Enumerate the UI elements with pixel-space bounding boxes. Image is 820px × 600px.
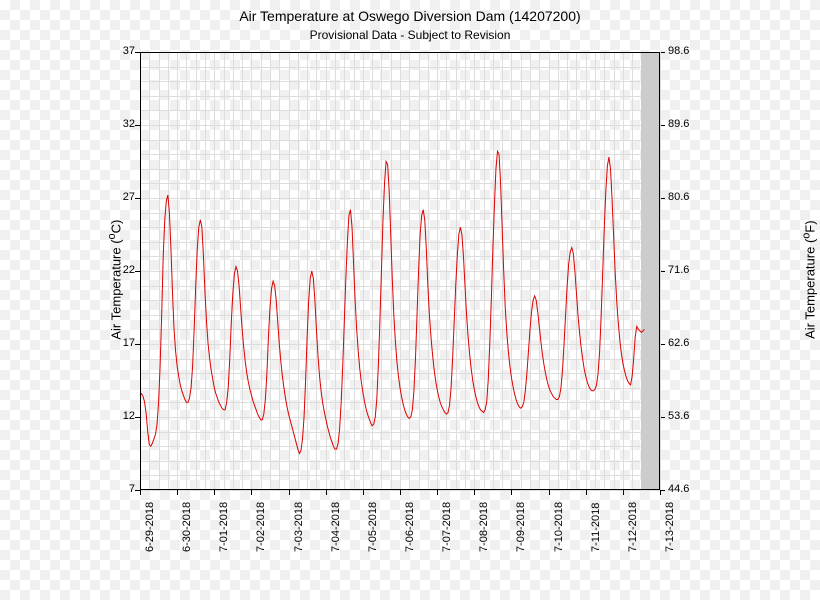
x-tick-label: 7-02-2018	[255, 502, 267, 552]
y-tick-left: 32	[105, 118, 135, 130]
x-tick-label: 7-13-2018	[664, 502, 676, 552]
y-tick-left: 17	[105, 337, 135, 349]
x-tick-label: 7-01-2018	[218, 502, 230, 552]
tick-mark	[623, 490, 624, 495]
x-tick-label: 7-08-2018	[478, 502, 490, 552]
tick-mark	[549, 490, 550, 495]
tick-mark	[586, 490, 587, 495]
temperature-line	[140, 52, 660, 490]
y-axis-right-label: Air Temperature (oF)	[801, 220, 818, 339]
gridline-v	[660, 52, 661, 490]
y-tick-left: 22	[105, 264, 135, 276]
tick-mark	[660, 490, 661, 495]
x-tick-label: 7-09-2018	[515, 502, 527, 552]
x-tick-label: 6-29-2018	[144, 502, 156, 552]
tick-mark	[363, 490, 364, 495]
x-tick-label: 7-10-2018	[553, 502, 565, 552]
x-tick-label: 7-05-2018	[367, 502, 379, 552]
y-tick-right: 71.6	[668, 264, 698, 276]
x-tick-label: 6-30-2018	[181, 502, 193, 552]
tick-mark	[400, 490, 401, 495]
y-tick-right: 80.6	[668, 191, 698, 203]
y-tick-left: 7	[105, 483, 135, 495]
chart-container: Air Temperature at Oswego Diversion Dam …	[0, 0, 820, 600]
chart-title: Air Temperature at Oswego Diversion Dam …	[0, 8, 820, 24]
tick-mark	[289, 490, 290, 495]
tick-mark	[177, 490, 178, 495]
chart-subtitle: Provisional Data - Subject to Revision	[0, 28, 820, 42]
y-tick-right: 44.6	[668, 483, 698, 495]
x-tick-label: 7-07-2018	[441, 502, 453, 552]
y-tick-right: 53.6	[668, 410, 698, 422]
x-tick-label: 7-04-2018	[330, 502, 342, 552]
y-tick-right: 89.6	[668, 118, 698, 130]
x-tick-label: 7-11-2018	[590, 503, 602, 552]
tick-mark	[214, 490, 215, 495]
y-tick-left: 37	[105, 45, 135, 57]
y-axis-left-label: Air Temperature (oC)	[106, 220, 123, 340]
tick-mark	[140, 490, 141, 495]
y-tick-left: 27	[105, 191, 135, 203]
x-tick-label: 7-03-2018	[293, 502, 305, 552]
tick-mark	[437, 490, 438, 495]
tick-mark	[251, 490, 252, 495]
tick-mark	[511, 490, 512, 495]
y-tick-right: 98.6	[668, 45, 698, 57]
y-tick-left: 12	[105, 410, 135, 422]
x-tick-label: 7-12-2018	[627, 502, 639, 552]
x-tick-label: 7-06-2018	[404, 502, 416, 552]
tick-mark	[474, 490, 475, 495]
y-tick-right: 62.6	[668, 337, 698, 349]
tick-mark	[326, 490, 327, 495]
